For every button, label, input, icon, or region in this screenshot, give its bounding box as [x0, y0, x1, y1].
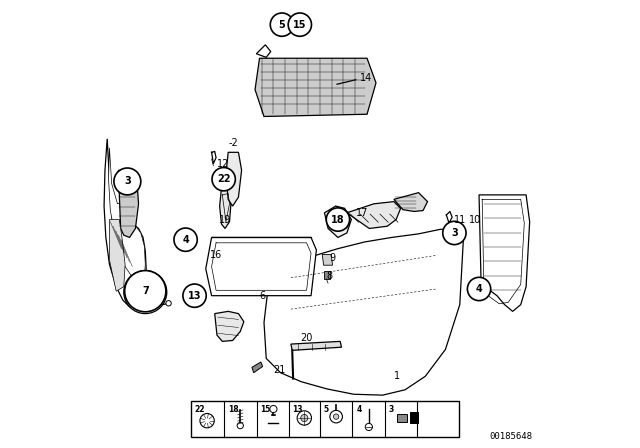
Text: 22: 22	[217, 174, 230, 184]
Text: 3: 3	[451, 228, 458, 238]
Polygon shape	[324, 206, 351, 237]
Text: 5: 5	[324, 405, 329, 414]
Text: 16: 16	[210, 250, 223, 260]
Circle shape	[174, 228, 197, 251]
Polygon shape	[257, 45, 271, 57]
Text: -2: -2	[228, 138, 238, 148]
Polygon shape	[410, 412, 418, 423]
Text: 21: 21	[273, 365, 285, 375]
Polygon shape	[109, 148, 145, 284]
Polygon shape	[104, 139, 146, 307]
Polygon shape	[394, 193, 428, 211]
Text: 4: 4	[182, 235, 189, 245]
Text: 9: 9	[329, 253, 335, 263]
Text: 15: 15	[260, 405, 271, 414]
Text: 3: 3	[388, 405, 394, 414]
Text: 6: 6	[260, 291, 266, 301]
Text: 13: 13	[292, 405, 302, 414]
Circle shape	[467, 277, 491, 301]
Text: 5: 5	[278, 20, 285, 30]
Polygon shape	[479, 195, 530, 311]
Text: 19: 19	[219, 215, 232, 224]
Text: 17: 17	[356, 208, 368, 218]
Circle shape	[114, 168, 141, 195]
Circle shape	[183, 284, 206, 307]
Circle shape	[237, 422, 243, 429]
Circle shape	[212, 168, 236, 191]
Polygon shape	[118, 170, 138, 237]
Circle shape	[443, 221, 466, 245]
Circle shape	[297, 411, 312, 425]
Text: 20: 20	[300, 333, 312, 343]
Polygon shape	[140, 288, 151, 295]
Polygon shape	[205, 237, 316, 296]
Polygon shape	[220, 187, 231, 228]
Circle shape	[200, 414, 214, 428]
Text: 12: 12	[217, 159, 229, 168]
Polygon shape	[109, 220, 125, 291]
Circle shape	[326, 208, 349, 231]
Circle shape	[301, 414, 308, 422]
Text: 3: 3	[124, 177, 131, 186]
Text: 18: 18	[331, 215, 345, 224]
Circle shape	[125, 271, 166, 312]
Text: 14: 14	[360, 73, 372, 83]
Text: 4: 4	[356, 405, 362, 414]
Polygon shape	[264, 228, 463, 395]
Circle shape	[270, 13, 294, 36]
Text: 4: 4	[476, 284, 483, 294]
Polygon shape	[214, 311, 244, 341]
Circle shape	[330, 410, 342, 423]
Polygon shape	[226, 152, 241, 206]
Text: 10: 10	[469, 215, 481, 224]
Text: 18: 18	[228, 405, 238, 414]
Text: 1: 1	[394, 371, 400, 381]
Circle shape	[270, 405, 277, 413]
Polygon shape	[291, 341, 342, 350]
Circle shape	[365, 423, 372, 431]
Polygon shape	[323, 254, 333, 265]
Text: 11: 11	[454, 215, 466, 224]
Polygon shape	[252, 362, 262, 373]
Text: 8: 8	[326, 271, 333, 280]
Text: 7: 7	[142, 286, 148, 296]
Text: 15: 15	[293, 20, 307, 30]
Polygon shape	[255, 58, 376, 116]
Bar	[191, 401, 459, 437]
Polygon shape	[347, 202, 401, 228]
Circle shape	[333, 414, 339, 419]
Polygon shape	[324, 271, 330, 279]
Polygon shape	[397, 414, 407, 422]
Text: 22: 22	[195, 405, 205, 414]
Circle shape	[124, 271, 167, 314]
Text: 00185648: 00185648	[490, 432, 532, 441]
Circle shape	[166, 301, 172, 306]
Circle shape	[288, 13, 312, 36]
Text: 13: 13	[188, 291, 202, 301]
